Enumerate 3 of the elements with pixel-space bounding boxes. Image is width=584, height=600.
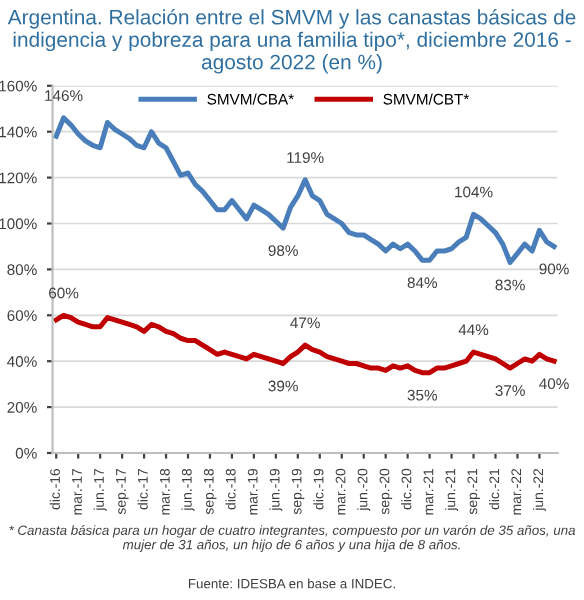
chart-title: Argentina. Relación entre el SMVM y las canastas básicas de indigencia y pobreza para una familia tipo*, diciembre 2016 - agosto 2022 (en %) [7,9,576,74]
line-series [53,115,557,266]
line-series [53,312,557,376]
